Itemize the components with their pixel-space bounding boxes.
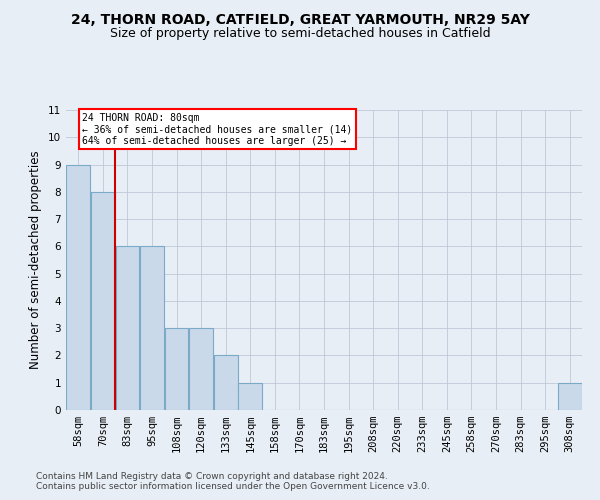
Bar xyxy=(214,356,238,410)
Bar xyxy=(116,246,139,410)
Bar xyxy=(558,382,581,410)
Bar xyxy=(91,192,115,410)
Text: Contains HM Land Registry data © Crown copyright and database right 2024.: Contains HM Land Registry data © Crown c… xyxy=(36,472,388,481)
Text: Contains public sector information licensed under the Open Government Licence v3: Contains public sector information licen… xyxy=(36,482,430,491)
Bar xyxy=(67,164,90,410)
Bar xyxy=(189,328,213,410)
Y-axis label: Number of semi-detached properties: Number of semi-detached properties xyxy=(29,150,43,370)
Bar xyxy=(238,382,262,410)
Bar xyxy=(164,328,188,410)
Text: 24 THORN ROAD: 80sqm
← 36% of semi-detached houses are smaller (14)
64% of semi-: 24 THORN ROAD: 80sqm ← 36% of semi-detac… xyxy=(82,112,352,146)
Bar xyxy=(140,246,164,410)
Text: 24, THORN ROAD, CATFIELD, GREAT YARMOUTH, NR29 5AY: 24, THORN ROAD, CATFIELD, GREAT YARMOUTH… xyxy=(71,12,529,26)
Text: Size of property relative to semi-detached houses in Catfield: Size of property relative to semi-detach… xyxy=(110,28,490,40)
